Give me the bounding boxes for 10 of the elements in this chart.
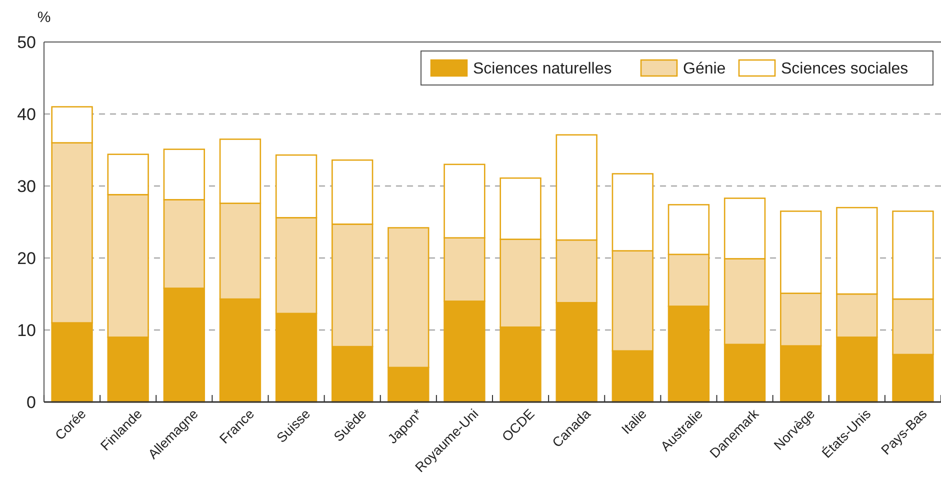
y-tick-label: 40 bbox=[17, 104, 36, 124]
legend-label: Sciences naturelles bbox=[473, 60, 612, 78]
y-tick-label: 50 bbox=[17, 32, 36, 52]
legend-label: Génie bbox=[683, 60, 726, 78]
y-axis-title: % bbox=[37, 9, 51, 26]
y-tick-label: 30 bbox=[17, 176, 36, 196]
y-tick-label: 10 bbox=[17, 320, 36, 340]
legend-label: Sciences sociales bbox=[781, 60, 908, 78]
y-tick-label: 20 bbox=[17, 248, 36, 268]
y-tick-label: 0 bbox=[26, 392, 36, 412]
